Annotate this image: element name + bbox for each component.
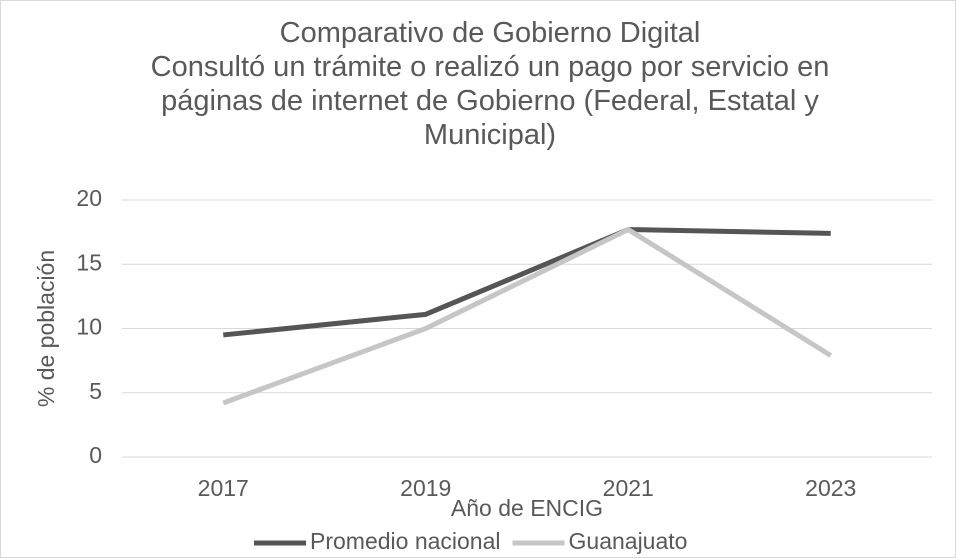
x-tick-label: 2023 (805, 475, 856, 501)
y-axis-label: % de población (33, 250, 59, 407)
titles: Comparativo de Gobierno Digital Consultó… (100, 16, 880, 152)
series-line (222, 227, 831, 338)
y-tick-label: 0 (89, 442, 102, 468)
y-tick-label: 5 (89, 378, 102, 404)
legend-label: Promedio nacional (310, 528, 501, 554)
x-tick-label: 2017 (198, 475, 249, 501)
chart-title: Comparativo de Gobierno Digital (279, 17, 701, 49)
y-tick-label: 15 (76, 249, 102, 275)
x-axis-label: Año de ENCIG (451, 495, 603, 521)
series-line (222, 227, 833, 406)
x-tick-label: 2019 (400, 475, 451, 501)
y-tick-label: 10 (76, 314, 102, 340)
legend-label: Guanajuato (569, 528, 688, 554)
x-tick-label: 2021 (603, 475, 654, 501)
chart-subtitle: Consultó un trámite o realizó un pago po… (150, 51, 830, 151)
y-tick-label: 20 (76, 185, 102, 211)
